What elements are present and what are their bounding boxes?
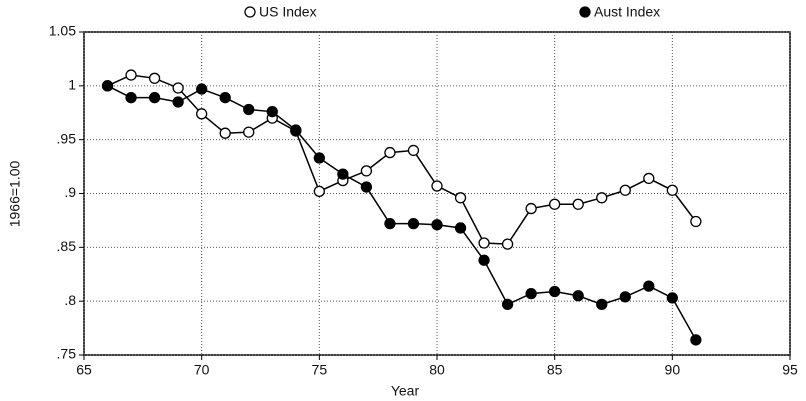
data-point (125, 69, 137, 81)
data-point (596, 298, 608, 311)
series-line (107, 85, 697, 341)
data-point (619, 184, 631, 196)
x-tick-label: 85 (547, 362, 563, 378)
data-point (525, 202, 537, 215)
data-point (596, 192, 608, 204)
x-tick-label: 70 (194, 362, 210, 378)
data-point (148, 72, 161, 84)
y-tick-label: .85 (57, 238, 77, 254)
data-point (666, 292, 678, 304)
legend-label: US Index (259, 4, 317, 20)
legend-marker (579, 6, 591, 18)
x-tick-label: 90 (665, 362, 681, 378)
data-point (360, 165, 373, 177)
y-tick-label: .75 (57, 346, 77, 362)
data-point (196, 83, 208, 95)
data-point (266, 106, 278, 118)
data-point (454, 222, 467, 234)
data-point (148, 92, 161, 104)
data-point (572, 198, 584, 210)
data-point (407, 144, 420, 157)
data-point (666, 184, 678, 196)
data-point (407, 217, 420, 230)
data-point (125, 92, 137, 104)
series-line (107, 74, 697, 245)
data-point (549, 198, 561, 210)
data-point (643, 172, 655, 185)
data-point (431, 219, 443, 231)
data-point (313, 152, 325, 164)
x-tick-label: 65 (76, 362, 92, 378)
data-point (690, 215, 702, 228)
data-point (101, 80, 114, 92)
data-point (501, 238, 514, 250)
x-tick-label: 95 (782, 362, 798, 378)
data-point (454, 192, 467, 204)
data-point (431, 180, 443, 192)
legend-label: Aust Index (594, 4, 660, 20)
data-point (196, 108, 208, 120)
data-point (572, 290, 584, 302)
data-point (219, 92, 231, 104)
data-point (690, 334, 702, 346)
y-tick-label: .8 (64, 292, 76, 308)
data-point (384, 217, 396, 230)
data-point (501, 298, 514, 311)
y-tick-label: .9 (64, 184, 76, 200)
legend-marker (244, 6, 256, 18)
data-point (337, 168, 349, 180)
data-point (313, 185, 325, 197)
data-point (643, 280, 655, 292)
data-point (525, 287, 537, 300)
y-tick-label: .95 (57, 130, 77, 146)
data-point (360, 181, 373, 193)
data-point (219, 127, 231, 139)
x-tick-label: 80 (429, 362, 445, 378)
x-axis-label: Year (391, 383, 420, 399)
data-point (384, 146, 396, 159)
data-point (478, 254, 490, 266)
data-point (549, 285, 561, 298)
data-point (172, 96, 184, 108)
y-tick-label: 1.05 (49, 23, 76, 39)
data-point (619, 291, 631, 303)
data-point (290, 124, 302, 136)
y-tick-label: 1 (68, 77, 76, 93)
x-tick-label: 75 (312, 362, 328, 378)
data-point (243, 103, 255, 116)
data-point (172, 82, 184, 94)
data-point (478, 237, 490, 249)
y-axis-label: 1966=1.00 (7, 161, 23, 228)
data-point (243, 126, 255, 138)
